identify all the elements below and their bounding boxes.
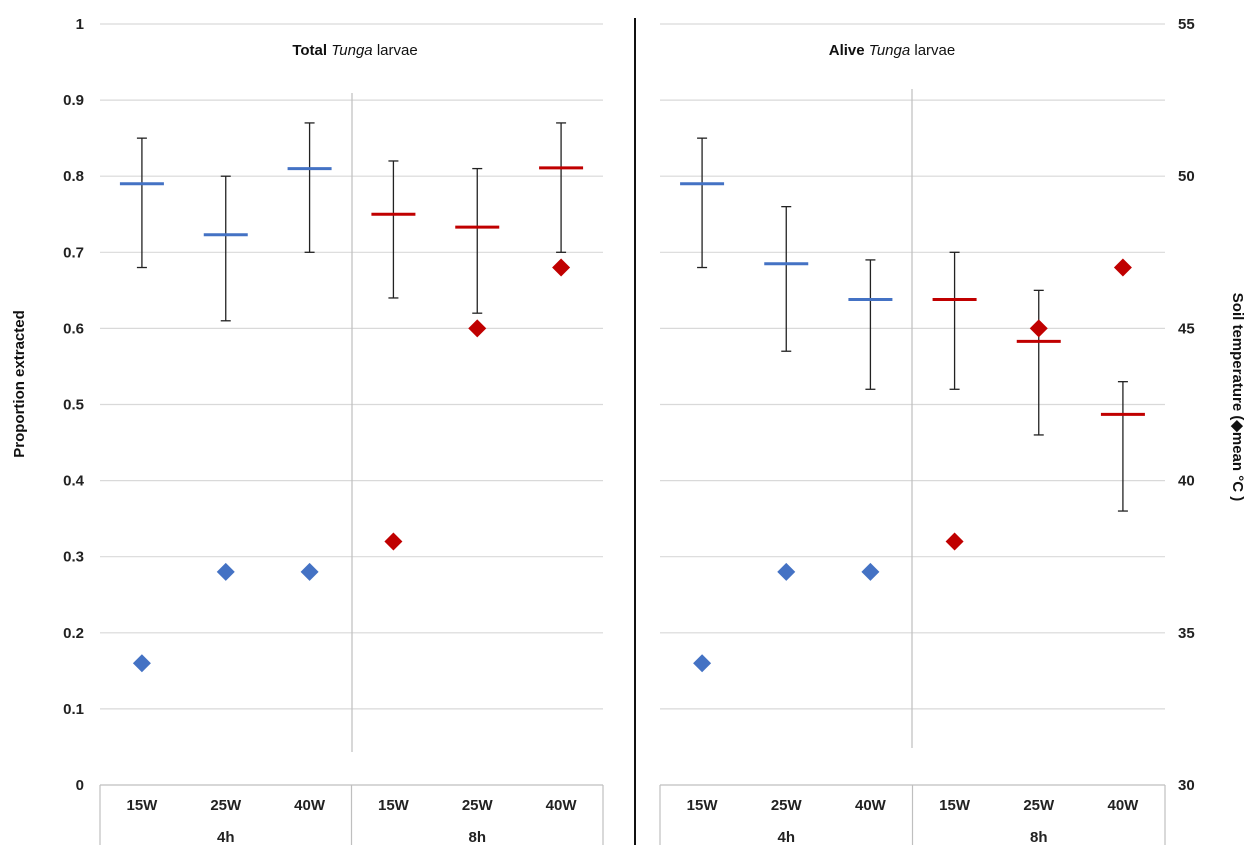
- y-right-tick-label: 30: [1178, 777, 1195, 794]
- x-category-label: 25W: [210, 797, 242, 814]
- x-category-label: 40W: [294, 797, 326, 814]
- x-category-label: 25W: [771, 797, 803, 814]
- soil-temp-diamond: [384, 532, 403, 551]
- y-left-tick-label: 0.7: [63, 244, 84, 261]
- panel-title-alive-bold: Alive: [829, 42, 865, 59]
- panel-title-total-bold: Total: [292, 42, 327, 59]
- y-left-tick-label: 0.2: [63, 625, 84, 642]
- y-left-tick-label: 0.3: [63, 549, 84, 566]
- soil-temp-diamond: [945, 532, 964, 551]
- panel-title-alive-italic: Tunga: [869, 42, 910, 59]
- x-group-label: 8h: [1030, 829, 1048, 845]
- y-left-tick-label: 1: [76, 16, 84, 33]
- y-right-tick-label: 45: [1178, 320, 1195, 337]
- y-left-tick-label: 0.5: [63, 397, 84, 414]
- x-category-label: 40W: [546, 797, 578, 814]
- y-left-tick-label: 0.1: [63, 701, 84, 718]
- labels-layer: 0 0.1 0.2 0.3 0.4 0.5 0.6 0.7 0.8 0.9 1 30 35 40 45 50 5…: [63, 16, 1195, 845]
- y-left-tick-label: 0.4: [63, 473, 85, 490]
- x-group-label: 8h: [468, 829, 486, 845]
- x-group-label: 4h: [217, 829, 235, 845]
- soil-temp-diamond: [468, 319, 487, 338]
- x-category-label: 15W: [378, 797, 410, 814]
- y-right-tick-label: 55: [1178, 16, 1195, 33]
- y-right-tick-label: 40: [1178, 473, 1195, 490]
- x-category-label: 25W: [1023, 797, 1055, 814]
- frame-layer: [99, 18, 1166, 845]
- panel-title-alive-rest: larvae: [914, 42, 955, 59]
- y-left-tick-label: 0.6: [63, 320, 84, 337]
- soil-temp-diamond: [300, 562, 319, 581]
- y-left-tick-label: 0.9: [63, 92, 84, 109]
- soil-temp-diamond: [132, 654, 151, 673]
- y-right-tick-label: 35: [1178, 625, 1195, 642]
- marks-layer: [119, 122, 1145, 673]
- soil-temp-diamond: [216, 562, 235, 581]
- y-right-axis-title: Soil temperature (◆mean °C ): [1229, 293, 1246, 501]
- soil-temp-diamond: [777, 562, 796, 581]
- x-category-label: 25W: [462, 797, 494, 814]
- y-left-axis-title: Proportion extracted: [11, 310, 28, 458]
- x-category-label: 15W: [687, 797, 719, 814]
- y-right-tick-label: 50: [1178, 168, 1195, 185]
- x-group-label: 4h: [777, 829, 795, 845]
- panel-title-total-italic: Tunga: [331, 42, 372, 59]
- soil-temp-diamond: [693, 654, 712, 673]
- grid-layer: [100, 23, 1165, 710]
- soil-temp-diamond: [861, 562, 880, 581]
- panel-title-total: Total Tunga larvae: [292, 42, 417, 59]
- x-category-label: 15W: [126, 797, 158, 814]
- soil-temp-diamond: [1029, 319, 1048, 338]
- y-left-tick-label: 0: [76, 777, 84, 794]
- x-category-label: 40W: [855, 797, 887, 814]
- y-left-tick-label: 0.8: [63, 168, 84, 185]
- panel-title-total-rest: larvae: [377, 42, 418, 59]
- soil-temp-diamond: [1113, 258, 1132, 277]
- soil-temp-diamond: [552, 258, 571, 277]
- panel-title-alive: Alive Tunga larvae: [829, 42, 955, 59]
- x-category-label: 40W: [1107, 797, 1139, 814]
- x-category-label: 15W: [939, 797, 971, 814]
